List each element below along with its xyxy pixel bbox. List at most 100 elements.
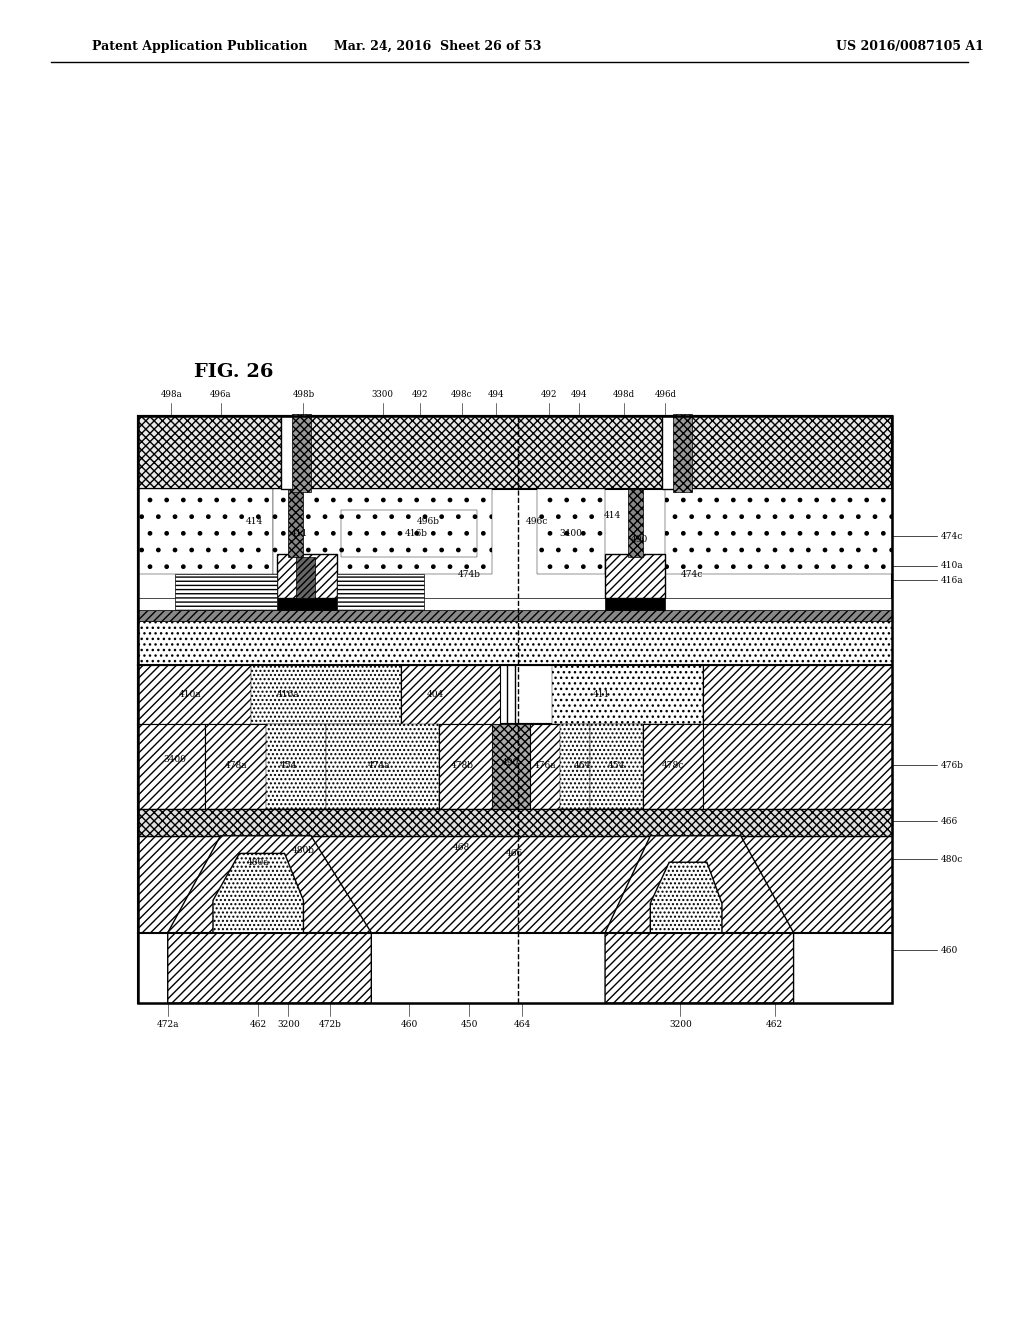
Text: 474c: 474c [940,532,963,541]
Bar [605,554,666,598]
Bar [137,610,892,622]
Bar [292,414,311,492]
Polygon shape [650,862,722,933]
Bar [137,416,892,1003]
Bar [538,490,605,574]
Text: 404: 404 [427,690,444,700]
Bar [137,809,892,836]
Bar [605,598,666,610]
Bar [137,490,273,574]
Text: 472a: 472a [157,1020,179,1030]
Bar [439,725,492,809]
Text: 490: 490 [502,758,519,767]
Bar [560,725,590,809]
Polygon shape [605,836,794,1003]
Text: 411: 411 [593,690,610,700]
Text: 410a: 410a [179,690,202,700]
Bar [662,416,690,490]
Bar [137,490,892,665]
Bar [137,416,892,490]
Text: 494: 494 [487,389,504,399]
Bar [492,725,529,809]
Text: 462: 462 [766,1020,783,1030]
Bar [273,490,492,574]
Text: 476a: 476a [534,760,556,770]
Text: 474a: 474a [368,760,390,770]
Text: 476b: 476b [940,760,964,770]
Text: US 2016/0087105 A1: US 2016/0087105 A1 [836,40,983,53]
Text: 3200: 3200 [669,1020,692,1030]
Text: 3400: 3400 [560,529,583,537]
Text: 468: 468 [454,843,470,851]
Text: FIG. 26: FIG. 26 [194,363,273,381]
Bar [337,574,424,610]
Bar [341,510,477,557]
Text: 496d: 496d [654,389,677,399]
Text: Patent Application Publication: Patent Application Publication [92,40,307,53]
Text: 478c: 478c [662,760,684,770]
Bar [137,622,892,665]
Text: Mar. 24, 2016  Sheet 26 of 53: Mar. 24, 2016 Sheet 26 of 53 [335,40,542,53]
Text: 464: 464 [573,760,591,770]
Text: 454: 454 [607,760,625,770]
Text: 3200: 3200 [278,1020,300,1030]
Text: 492: 492 [541,389,557,399]
Text: 410a: 410a [940,561,964,570]
Text: 478b: 478b [451,760,473,770]
Text: 416a: 416a [278,690,300,700]
Text: 496a: 496a [210,389,231,399]
Text: 498b: 498b [293,389,314,399]
Bar [703,665,892,725]
Bar [266,725,326,809]
Bar [401,665,500,725]
Text: 474b: 474b [458,570,481,579]
Text: 480a: 480a [247,858,269,867]
Text: 498c: 498c [452,389,472,399]
Text: 460: 460 [940,946,957,954]
Text: 3400: 3400 [164,755,186,764]
Bar [137,933,892,1003]
Bar [296,557,314,598]
Bar [137,725,206,809]
Bar [137,598,892,610]
Text: 496b: 496b [417,517,439,527]
Bar [628,490,643,557]
Bar [326,725,439,809]
Text: 496c: 496c [526,517,549,527]
Polygon shape [168,836,372,1003]
Bar [281,416,309,490]
Bar [278,598,337,610]
Bar [206,725,266,809]
Text: 498d: 498d [612,389,635,399]
Text: 450: 450 [461,1020,478,1030]
Bar [137,836,892,933]
Text: 492: 492 [412,389,429,399]
Text: 480b: 480b [292,846,315,855]
Text: 414: 414 [604,511,622,520]
Text: 474c: 474c [681,570,702,579]
Text: 472b: 472b [318,1020,341,1030]
Bar [529,725,560,809]
Bar [278,554,337,598]
Text: 490: 490 [631,535,647,544]
Text: 3300: 3300 [372,389,393,399]
Bar [552,665,703,725]
Text: 462: 462 [250,1020,267,1030]
Bar [666,490,892,574]
Polygon shape [213,854,303,933]
Text: 498a: 498a [161,389,182,399]
Bar [703,725,892,809]
Text: 416a: 416a [940,576,964,585]
Bar [673,414,692,492]
Bar [137,416,892,1003]
Text: 414: 414 [246,517,263,527]
Bar [289,490,303,557]
Bar [590,725,643,809]
Text: 466: 466 [506,849,523,858]
Text: 478a: 478a [224,760,247,770]
Text: 480c: 480c [940,855,963,863]
Bar [137,665,892,725]
Text: 454: 454 [280,760,297,770]
Text: 464: 464 [513,1020,530,1030]
Text: 411: 411 [291,529,308,537]
